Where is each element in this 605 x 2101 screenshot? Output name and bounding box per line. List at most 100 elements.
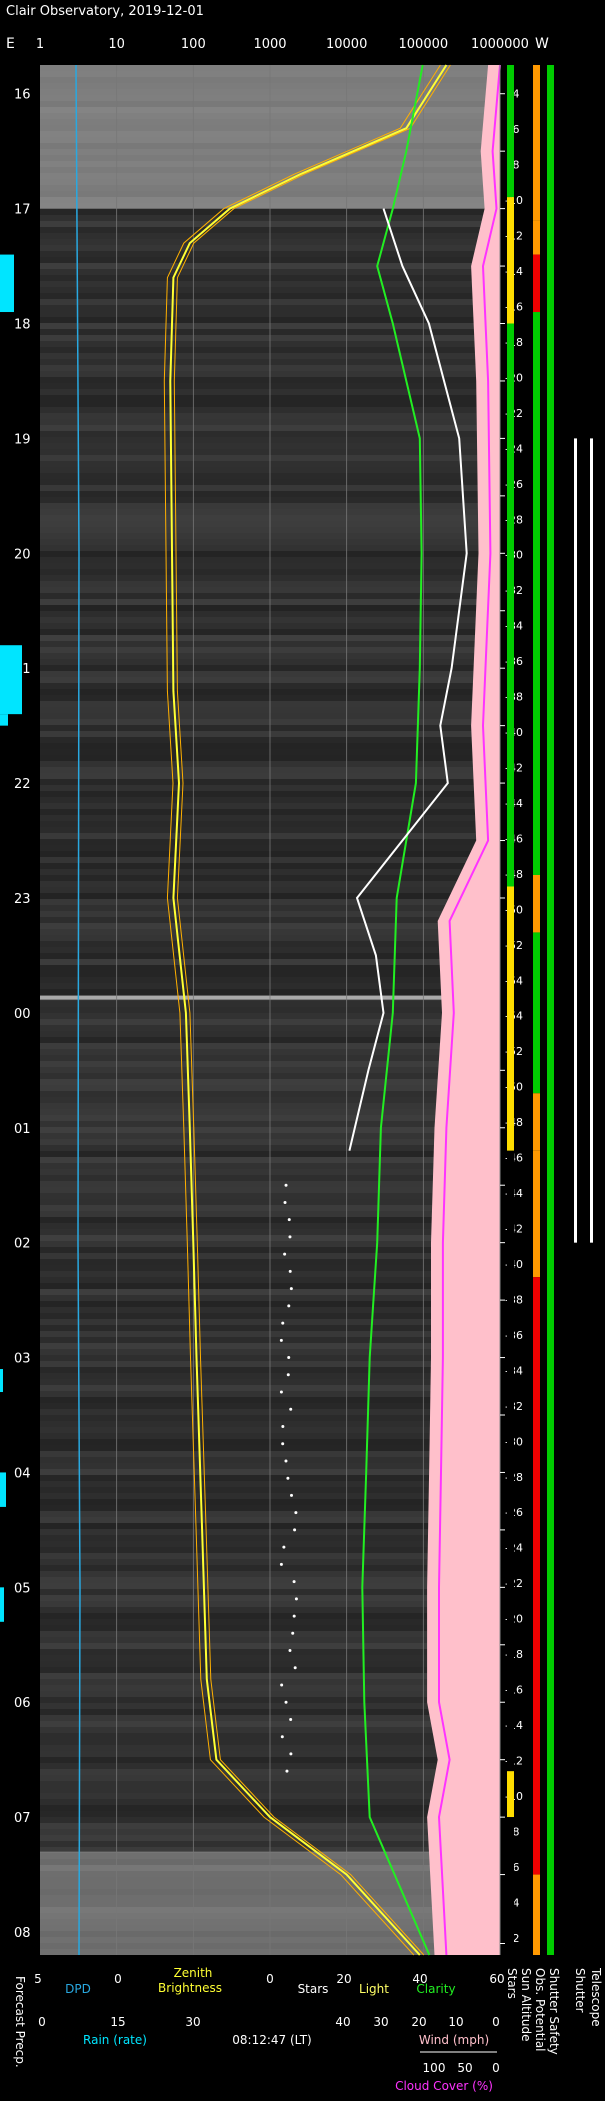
star-dot xyxy=(284,1183,288,1187)
shutter-safety-label: Shutter Safety xyxy=(547,1968,561,2055)
forecast-precip-bars xyxy=(0,254,22,1622)
top-axis-ticks: 1 10 100 1000 10000 100000 1000000 xyxy=(36,37,529,52)
shutter-label: Shutter xyxy=(573,1968,587,2013)
star-dot xyxy=(293,1528,297,1532)
star-dot xyxy=(287,1304,291,1308)
bottom-axes: 5 0 DPD Zenith Brightness 0 Stars 20 Lig… xyxy=(13,1966,603,2093)
cloud-cover-line xyxy=(437,64,501,1956)
zenith-brightness-line xyxy=(169,64,448,1956)
rain-label: Rain (rate) xyxy=(83,2033,147,2047)
top-tick-1: 1 xyxy=(36,37,44,52)
hour-label-22: 22 xyxy=(14,777,31,792)
wind-label: Wind (mph) xyxy=(419,2033,489,2047)
precip-bar xyxy=(0,1369,3,1393)
clarity-label: Clarity xyxy=(416,1982,455,1996)
sun-alt-label: -8 xyxy=(509,1825,520,1838)
rain-tick-15: 15 xyxy=(110,2015,125,2029)
top-tick-1000: 1000 xyxy=(253,37,286,52)
obs-potential-label: Obs. Potential xyxy=(533,1968,547,2052)
obs-potential-segment xyxy=(533,1874,540,1955)
rain-tick-0: 0 xyxy=(38,2015,46,2029)
time-label: 08:12:47 (LT) xyxy=(232,2033,311,2047)
star-dot xyxy=(289,1752,293,1756)
hour-label-23: 23 xyxy=(14,892,31,907)
star-dot xyxy=(281,1321,285,1325)
obs-potential-segment xyxy=(533,1277,540,1875)
star-dot xyxy=(288,1235,292,1239)
stars-status-segment xyxy=(507,886,514,1151)
dpd-line xyxy=(75,64,81,1956)
hour-label-00: 00 xyxy=(14,1007,31,1022)
top-tick-1000000: 1000000 xyxy=(471,37,529,52)
hour-label-04: 04 xyxy=(14,1466,31,1481)
obs-potential-segment xyxy=(533,254,540,313)
star-dot xyxy=(281,1442,285,1446)
forecast-precip-label: Forecast Precp. xyxy=(13,1976,27,2068)
zenith-label-2: Brightness xyxy=(158,1981,222,1995)
obs-potential-segment xyxy=(533,932,540,1094)
sun-trace-line xyxy=(163,64,441,1956)
telescope-label: Telescope xyxy=(589,1967,603,2027)
obs-potential-segment xyxy=(533,220,540,255)
star-dot xyxy=(281,1424,285,1428)
obs-potential-segment xyxy=(533,875,540,933)
cloud-label: Cloud Cover (%) xyxy=(395,2079,493,2093)
top-tick-100: 100 xyxy=(181,37,206,52)
cloud-tick-50: 50 xyxy=(457,2061,472,2075)
stars-status-segment xyxy=(507,65,514,198)
obs-potential-segment xyxy=(533,65,540,221)
precip-bar xyxy=(0,254,14,313)
shutter-open-bar xyxy=(574,438,577,1243)
wind-tick-0: 0 xyxy=(492,2015,500,2029)
star-dot xyxy=(288,1269,292,1273)
star-dot xyxy=(294,1597,298,1601)
rain-tick-30: 30 xyxy=(185,2015,200,2029)
hour-label-02: 02 xyxy=(14,1237,31,1252)
star-dot xyxy=(289,1717,293,1721)
star-dot xyxy=(279,1338,283,1342)
hour-label-20: 20 xyxy=(14,547,31,562)
star-dot xyxy=(292,1580,296,1584)
star-dot xyxy=(279,1562,283,1566)
star-dot xyxy=(284,1700,288,1704)
hour-label-06: 06 xyxy=(14,1696,31,1711)
star-dot xyxy=(289,1407,293,1411)
hour-label-05: 05 xyxy=(14,1581,31,1596)
hour-label-19: 19 xyxy=(14,432,31,447)
star-dot xyxy=(291,1631,295,1635)
wind-tick-30: 30 xyxy=(373,2015,388,2029)
star-dot xyxy=(286,1476,290,1480)
clarity-tick-40: 40 xyxy=(412,1972,427,1986)
vertical-gridlines xyxy=(116,65,424,1955)
clarity-line xyxy=(361,64,431,1956)
cloud-free-area xyxy=(427,65,500,1955)
sun-alt-label: -6 xyxy=(509,123,520,136)
stars-status-segment xyxy=(507,1219,514,1772)
cloud-tick-0: 0 xyxy=(492,2061,500,2075)
chart-title: Clair Observatory, 2019-12-01 xyxy=(6,4,204,19)
hour-label-16: 16 xyxy=(14,88,31,103)
cloud-tick-100: 100 xyxy=(423,2061,446,2075)
sun-alt-label: -4 xyxy=(509,1896,520,1909)
shutter-safety-segment xyxy=(547,65,554,1955)
zenith-label-1: Zenith xyxy=(174,1966,213,1980)
stars-line xyxy=(348,208,468,1151)
dpd-label: DPD xyxy=(65,1982,91,1996)
stars-status-segment xyxy=(507,1817,514,1955)
wind-tick-10: 10 xyxy=(448,2015,463,2029)
sun-altitude-label: Sun Altitude xyxy=(519,1968,533,2042)
precip-bar xyxy=(0,1587,4,1622)
obs-potential-segment xyxy=(533,1093,540,1151)
obs-potential-segment xyxy=(533,1150,540,1278)
stars-status-segment xyxy=(507,1771,514,1818)
star-dot xyxy=(284,1459,288,1463)
star-dot xyxy=(294,1511,298,1515)
hour-label-18: 18 xyxy=(14,318,31,333)
west-label: W xyxy=(535,36,549,52)
wind-tick-20: 20 xyxy=(411,2015,426,2029)
precip-bar xyxy=(0,1472,6,1507)
obs-potential-segment xyxy=(533,312,540,876)
star-dot xyxy=(288,1649,292,1653)
star-dot xyxy=(293,1666,297,1670)
